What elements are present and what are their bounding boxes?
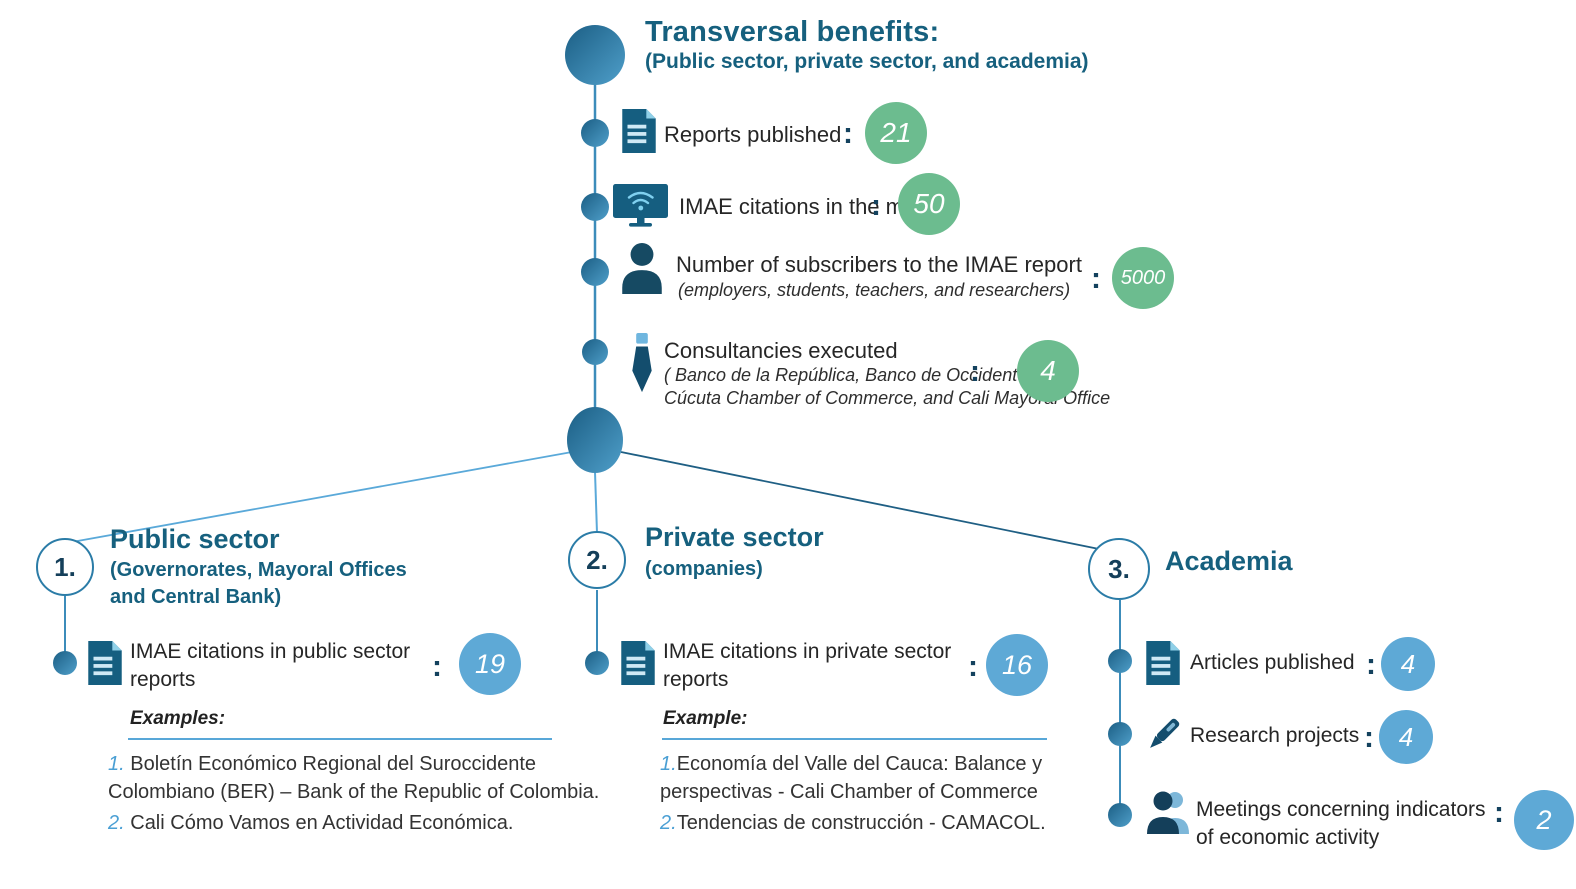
person-icon xyxy=(618,242,666,299)
document-icon xyxy=(86,640,124,691)
colon: : xyxy=(432,650,442,683)
public-dot xyxy=(53,651,77,675)
example-item: 1.Economía del Valle del Cauca: Balance … xyxy=(660,750,1060,807)
branch-title-academia: Academia xyxy=(1165,546,1293,576)
page-title: Transversal benefits: xyxy=(645,16,940,48)
value-badge: 16 xyxy=(986,634,1048,696)
split-node xyxy=(567,407,623,473)
tie-icon xyxy=(629,332,655,399)
example-number: 2. xyxy=(108,811,125,834)
examples-list: 1. Boletín Económico Regional del Surocc… xyxy=(108,750,623,839)
value-badge: 4 xyxy=(1381,637,1435,691)
colon: : xyxy=(1494,796,1504,829)
trunk-item-sublabel: ( Banco de la República, Banco de Occide… xyxy=(664,365,1111,409)
document-icon xyxy=(1144,640,1182,691)
colon: : xyxy=(1091,262,1101,295)
branch-item-label: Research projects xyxy=(1190,724,1360,747)
branch-line-private xyxy=(594,471,598,534)
trunk-item-label: Reports published xyxy=(664,122,842,147)
colon: : xyxy=(843,117,853,150)
examples-heading: Examples: xyxy=(130,708,226,729)
examples-underline xyxy=(662,738,1047,740)
branch-number-academia: 3. xyxy=(1088,538,1150,600)
branch-item-label: IMAE citations in public sector reports xyxy=(130,640,411,691)
colon: : xyxy=(1364,721,1374,754)
branch-line-public xyxy=(71,451,573,543)
trunk-dot-3 xyxy=(581,258,609,286)
value-badge: 2 xyxy=(1514,790,1574,850)
value-badge: 19 xyxy=(459,633,521,695)
example-text: Boletín Económico Regional del Suroccide… xyxy=(108,753,600,804)
trunk-dot-1 xyxy=(581,119,609,147)
value-badge: 4 xyxy=(1379,710,1433,764)
example-number: 1. xyxy=(660,753,677,775)
root-node xyxy=(565,25,625,85)
branch-number-private: 2. xyxy=(568,531,626,589)
example-item: 2. Cali Cómo Vamos en Actividad Económic… xyxy=(108,809,623,837)
branch-item-label: IMAE citations in private sector reports xyxy=(663,640,952,691)
branch-item-label: Meetings concerning indicators of econom… xyxy=(1196,798,1486,849)
branch-number-public: 1. xyxy=(36,538,94,596)
branch-item-label: Articles published xyxy=(1190,651,1355,674)
trunk-item-label: Number of subscribers to the IMAE report xyxy=(676,252,1082,277)
example-text: Economía del Valle del Cauca: Balance y … xyxy=(660,753,1043,804)
colon: : xyxy=(970,355,980,388)
colon: : xyxy=(968,650,978,683)
trunk-dot-4 xyxy=(582,339,608,365)
example-number: 2. xyxy=(660,811,677,834)
academia-dot-1 xyxy=(1108,649,1132,673)
branch-title-private: Private sector xyxy=(645,522,824,552)
value-badge: 50 xyxy=(898,173,960,235)
value-badge: 21 xyxy=(865,102,927,164)
example-item: 2.Tendencias de construcción - CAMACOL. xyxy=(660,809,1060,837)
trunk-item-label: Consultancies executed xyxy=(664,338,898,363)
value-badge: 5000 xyxy=(1112,247,1174,309)
document-icon xyxy=(619,640,657,691)
trunk-item-sublabel: (employers, students, teachers, and rese… xyxy=(678,280,1071,300)
branch-line-academia xyxy=(620,451,1100,550)
trunk-dot-2 xyxy=(581,193,609,221)
examples-underline xyxy=(128,738,552,740)
value-badge: 4 xyxy=(1017,340,1079,402)
people-icon xyxy=(1142,788,1194,839)
branch-subtitle-private: (companies) xyxy=(645,558,763,580)
colon: : xyxy=(871,189,881,222)
example-text: Cali Cómo Vamos en Actividad Económica. xyxy=(124,811,514,834)
example-item: 1. Boletín Económico Regional del Surocc… xyxy=(108,750,623,807)
page-subtitle: (Public sector, private sector, and acad… xyxy=(645,50,1089,73)
branch-title-public: Public sector xyxy=(110,524,280,554)
private-dot xyxy=(585,651,609,675)
colon: : xyxy=(1366,648,1376,681)
academia-dot-2 xyxy=(1108,722,1132,746)
academia-dot-3 xyxy=(1108,803,1132,827)
document-icon xyxy=(620,108,658,159)
tv-media-icon xyxy=(612,183,670,234)
example-text: Tendencias de construcción - CAMACOL. xyxy=(676,811,1046,834)
example-number: 1. xyxy=(108,753,125,775)
branch-subtitle-public: (Governorates, Mayoral Offices and Centr… xyxy=(110,559,407,608)
examples-list: 1.Economía del Valle del Cauca: Balance … xyxy=(660,750,1060,839)
examples-heading: Example: xyxy=(663,708,748,729)
pen-icon xyxy=(1140,712,1186,763)
